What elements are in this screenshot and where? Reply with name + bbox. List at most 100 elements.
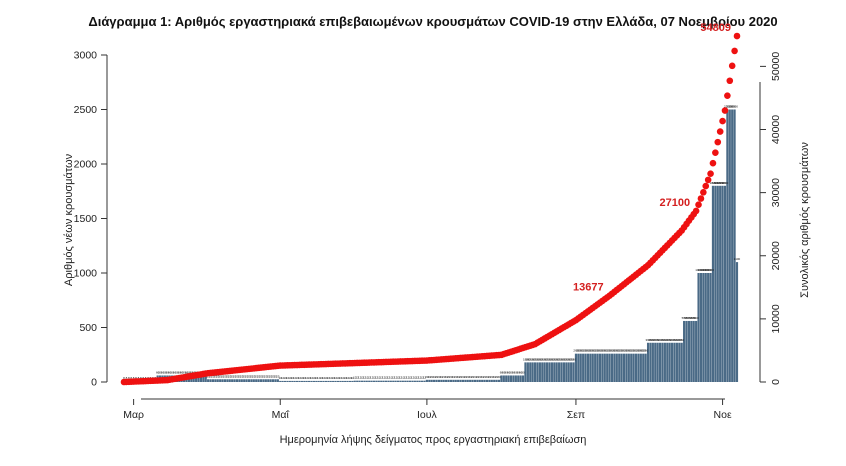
daily-bar xyxy=(572,362,575,382)
daily-bar xyxy=(565,362,568,382)
daily-bar xyxy=(238,379,241,382)
bar-value-label: 360 xyxy=(662,338,667,342)
bar-value-label: 12 xyxy=(411,376,415,380)
bar-value-label: 20 xyxy=(481,375,485,379)
daily-bar xyxy=(560,362,563,382)
bar-value-label: 25 xyxy=(228,374,232,378)
bar-value-label: 2500 xyxy=(731,105,738,109)
bar-value-label: 25 xyxy=(274,374,278,378)
bar-value-label: 12 xyxy=(375,376,379,380)
bar-value-label: 8 xyxy=(126,376,128,380)
bar-value-label: 12 xyxy=(384,376,388,380)
daily-bar xyxy=(442,379,445,382)
daily-bar xyxy=(240,379,243,382)
bar-value-label: 260 xyxy=(636,349,641,353)
daily-bar xyxy=(315,380,318,382)
daily-bar xyxy=(663,342,666,382)
cumulative-point xyxy=(712,149,719,156)
daily-bar xyxy=(550,362,553,382)
bar-value-label: 25 xyxy=(243,374,247,378)
daily-bar xyxy=(255,379,258,382)
bar-value-label: 12 xyxy=(423,376,427,380)
bar-value-label: 20 xyxy=(497,375,501,379)
bar-value-label: 360 xyxy=(646,338,651,342)
bar-value-label: 1800 xyxy=(719,181,726,185)
bar-value-label: 20 xyxy=(466,375,470,379)
daily-bar xyxy=(476,379,479,382)
bar-value-label: 260 xyxy=(634,349,639,353)
daily-bar xyxy=(500,375,503,382)
daily-value-labels: 8888888888888860606060606060606060606060… xyxy=(123,105,740,381)
bar-value-label: 25 xyxy=(214,374,218,378)
cumulative-point xyxy=(702,182,710,190)
bar-value-label: 25 xyxy=(221,374,225,378)
daily-bar xyxy=(606,353,609,382)
daily-bar xyxy=(428,379,431,382)
bar-value-label: 1800 xyxy=(722,181,729,185)
bar-value-label: 1000 xyxy=(700,268,707,272)
x-axis-title: Ημερομηνία λήψης δείγματος προς εργαστηρ… xyxy=(280,434,587,446)
bar-value-label: 60 xyxy=(509,370,513,374)
cumulative-point xyxy=(728,62,736,70)
bar-value-label: 560 xyxy=(691,316,696,320)
daily-bar xyxy=(646,342,650,382)
bar-value-label: 60 xyxy=(187,370,191,374)
bar-value-label: 20 xyxy=(490,375,494,379)
bar-value-label: 12 xyxy=(356,376,360,380)
daily-bar xyxy=(723,185,727,382)
daily-bar xyxy=(714,185,717,382)
bar-value-label: 60 xyxy=(170,370,174,374)
bar-value-label: 260 xyxy=(619,349,624,353)
cumulative-point xyxy=(700,189,707,196)
bar-value-label: 10 xyxy=(298,376,302,380)
daily-bar xyxy=(324,380,328,382)
daily-bar xyxy=(387,380,390,382)
daily-bar xyxy=(312,380,315,382)
daily-bar xyxy=(622,353,626,382)
bar-value-label: 12 xyxy=(413,376,417,380)
daily-bar xyxy=(339,380,342,382)
daily-bar xyxy=(627,353,630,382)
y-left-tick-label: 2500 xyxy=(74,104,98,116)
bar-value-label: 12 xyxy=(370,376,374,380)
bar-value-label: 20 xyxy=(483,375,487,379)
bar-value-label: 360 xyxy=(677,338,682,342)
daily-bar xyxy=(231,379,234,382)
daily-bar xyxy=(262,379,265,382)
cumulative-annotations: 13677 27100 54809 xyxy=(573,22,731,294)
cumulative-point xyxy=(731,47,738,55)
daily-bar xyxy=(365,380,368,382)
daily-bar xyxy=(642,353,645,382)
bar-value-label: 260 xyxy=(622,349,627,353)
cumulative-point xyxy=(697,195,705,202)
bar-value-label: 260 xyxy=(595,349,600,353)
daily-bar xyxy=(658,342,662,382)
bar-value-label: 20 xyxy=(454,375,458,379)
daily-bar xyxy=(519,375,522,382)
daily-bar xyxy=(651,342,654,382)
daily-bar xyxy=(466,379,469,382)
daily-bar xyxy=(478,379,481,382)
daily-bar xyxy=(558,362,561,382)
bar-value-label: 12 xyxy=(396,376,400,380)
daily-bar xyxy=(610,353,614,382)
y-axis-right-title: Συνολικός αριθμός κρουσμάτων xyxy=(799,142,811,298)
bar-value-label: 10 xyxy=(319,376,323,380)
bar-value-label: 10 xyxy=(351,376,355,380)
bar-value-label: 1000 xyxy=(695,268,702,272)
daily-bar xyxy=(202,375,205,382)
daily-bar xyxy=(243,379,246,382)
daily-bar xyxy=(375,380,378,382)
daily-bar xyxy=(548,362,551,382)
daily-bar xyxy=(382,380,385,382)
daily-bar xyxy=(690,320,693,382)
daily-bar xyxy=(346,380,349,382)
bar-value-label: 260 xyxy=(581,349,586,353)
daily-bar xyxy=(322,380,325,382)
daily-bar xyxy=(594,353,597,382)
daily-bar xyxy=(695,320,698,382)
bar-value-label: 25 xyxy=(267,374,271,378)
cumulative-point xyxy=(724,92,731,99)
bar-value-label: 20 xyxy=(425,375,429,379)
